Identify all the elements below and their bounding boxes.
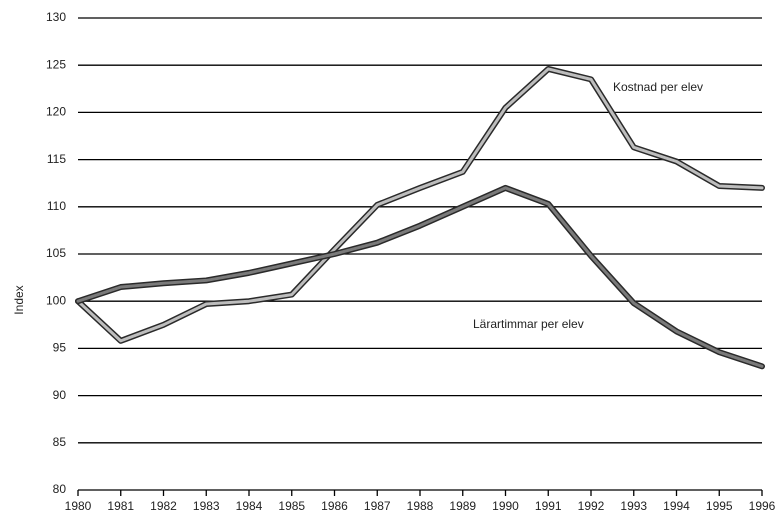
x-tick-label: 1980 [65,499,92,513]
line [76,67,764,343]
x-tick-label: 1984 [236,499,263,513]
line-outline [75,184,765,370]
x-tick-label: 1986 [321,499,348,513]
x-tick-label: 1988 [407,499,434,513]
x-tick-label: 1982 [150,499,177,513]
line [76,186,764,368]
x-tick-label: 1996 [749,499,776,513]
y-tick-label: 110 [47,199,66,213]
series-label: Kostnad per elev [613,80,703,94]
y-tick-label: 125 [46,57,66,71]
x-tick-label: 1991 [535,499,562,513]
x-tick-label: 1983 [193,499,220,513]
x-tick-label: 1994 [663,499,690,513]
x-tick-label: 1981 [107,499,134,513]
x-tick-label: 1995 [706,499,733,513]
y-tick-label: 120 [46,105,66,119]
y-tick-label: 85 [53,435,67,449]
x-tick-label: 1990 [492,499,519,513]
series-label: Lärartimmar per elev [473,317,584,331]
x-tick-label: 1985 [278,499,305,513]
x-tick-label: 1993 [620,499,647,513]
x-tick-label: 1989 [449,499,476,513]
x-tick-label: 1987 [364,499,391,513]
y-tick-label: 100 [46,293,66,307]
y-tick-label: 115 [47,152,66,166]
y-tick-label: 80 [53,482,67,496]
x-tick-label: 1992 [578,499,605,513]
line-outline [75,65,765,344]
y-tick-label: 90 [53,388,67,402]
y-tick-label: 105 [46,246,66,260]
y-tick-label: 95 [53,341,67,355]
y-tick-label: 130 [46,10,66,24]
y-axis-label: Index [12,285,26,314]
